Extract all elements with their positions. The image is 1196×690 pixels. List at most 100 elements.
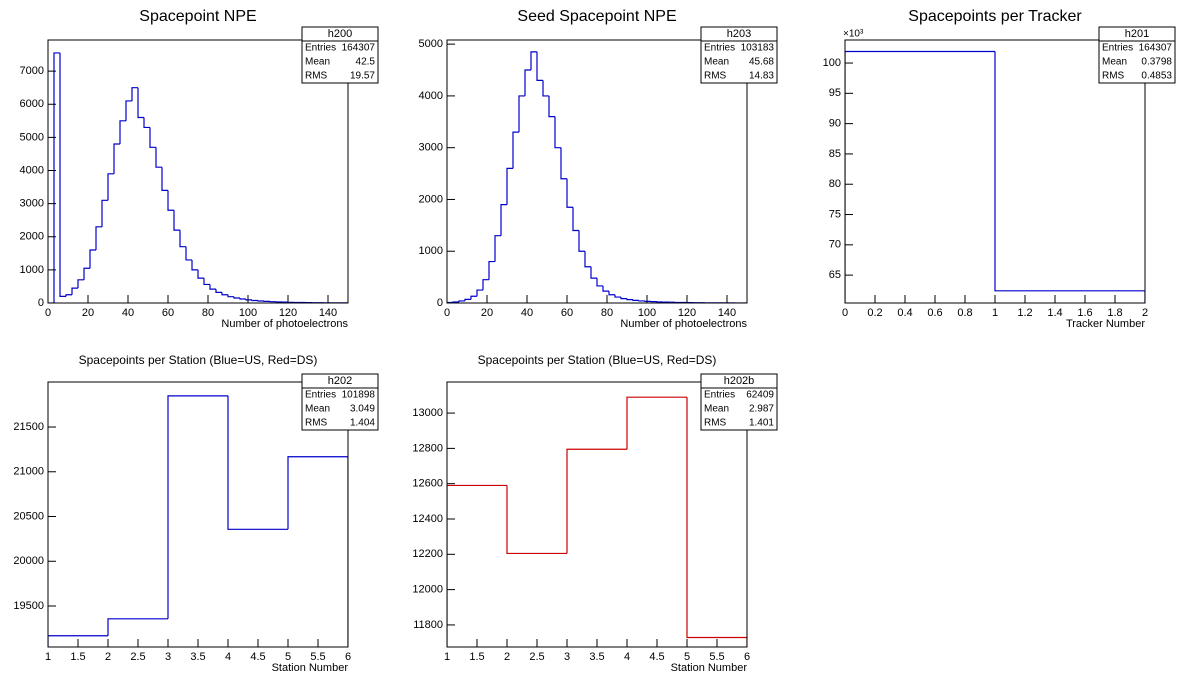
bin: [65, 294, 72, 297]
x-tick-label: 140: [319, 307, 337, 319]
y-tick-label: 12400: [412, 513, 443, 525]
y-tick-label: 20500: [13, 510, 44, 522]
x-tick-label: 1: [444, 651, 450, 663]
y-tick-label: 7000: [20, 65, 44, 77]
bin: [59, 52, 66, 297]
x-tick-label: 6: [345, 651, 351, 663]
bin: [578, 230, 585, 252]
y-tick-label: 4000: [419, 90, 443, 102]
stats-box: [1098, 26, 1176, 84]
x-tick-label: 80: [601, 307, 613, 319]
bin: [191, 259, 198, 271]
bin: [239, 298, 246, 300]
histogram: [447, 396, 747, 647]
x-tick-label: 120: [279, 307, 297, 319]
x-tick-label: 0.2: [867, 307, 882, 319]
bin: [251, 299, 258, 302]
stats-name: h202: [328, 375, 352, 387]
y-tick-label: 12800: [412, 442, 443, 454]
stats-value: 101898: [342, 390, 376, 401]
x-tick-label: 60: [561, 307, 573, 319]
y-tick-label: 80: [829, 178, 841, 190]
x-tick-label: 4.5: [250, 651, 265, 663]
bin: [185, 246, 192, 261]
y-tick-label: 21500: [13, 421, 44, 433]
x-tick-label: 5.5: [709, 651, 724, 663]
y-tick-label: 70: [829, 239, 841, 251]
bin: [620, 297, 627, 300]
x-tick-label: 5: [285, 651, 291, 663]
y-tick-label: 4000: [20, 164, 44, 176]
bin: [233, 296, 240, 299]
y-tick-label: 85: [829, 148, 841, 160]
stats-label: Mean: [704, 404, 729, 415]
bin: [107, 173, 114, 201]
stats-value: 45.68: [749, 57, 774, 68]
stats-value: 14.83: [749, 71, 774, 82]
bin: [447, 484, 507, 647]
x-tick-label: 2.5: [130, 651, 145, 663]
bin: [101, 199, 108, 227]
bin: [245, 299, 252, 301]
bin: [137, 87, 144, 119]
x-tick-label: 3.5: [589, 651, 604, 663]
chart-title: Seed Spacepoint NPE: [517, 8, 676, 25]
x-tick-label: 1.6: [1077, 307, 1092, 319]
y-tick-label: 75: [829, 208, 841, 220]
bin: [686, 397, 747, 647]
stats-box: [301, 26, 379, 84]
stats-label: RMS: [305, 418, 328, 429]
stats-label: RMS: [704, 418, 727, 429]
stats-value: 3.049: [350, 404, 375, 415]
bin: [626, 298, 633, 301]
bin: [470, 295, 477, 300]
bin: [149, 127, 156, 148]
x-tick-label: 120: [678, 307, 696, 319]
bin: [215, 289, 222, 294]
chart-title: Spacepoints per Station (Blue=US, Red=DS…: [79, 353, 318, 367]
x-tick-label: 20: [481, 307, 493, 319]
stats-label: Entries: [704, 43, 735, 54]
bin: [77, 279, 84, 289]
chart-title: Spacepoints per Station (Blue=US, Red=DS…: [478, 353, 717, 367]
bin: [125, 100, 132, 121]
bin: [638, 300, 645, 302]
bin: [83, 267, 90, 280]
bin: [566, 448, 627, 554]
x-tick-label: 4.5: [649, 651, 664, 663]
x-tick-label: 0.4: [897, 307, 912, 319]
stats-value: 164307: [342, 43, 376, 54]
bin: [143, 117, 150, 129]
bin: [209, 284, 216, 290]
stats-box: [700, 373, 778, 431]
x-tick-label: 1: [992, 307, 998, 319]
x-tick-label: 3.5: [190, 651, 205, 663]
y-tick-label: 2000: [419, 193, 443, 205]
y-tick-label: 11800: [413, 619, 443, 631]
bin: [494, 235, 501, 262]
x-tick-label: 40: [521, 307, 533, 319]
bin: [632, 299, 639, 302]
bin: [596, 278, 603, 287]
stats-name: h202b: [724, 375, 755, 387]
bin: [994, 51, 1145, 303]
stats-label: RMS: [1102, 71, 1125, 82]
bin: [488, 260, 495, 280]
histogram: [845, 50, 1145, 303]
stats-value: 0.4853: [1141, 71, 1172, 82]
y-tick-label: 5000: [419, 38, 443, 50]
bin: [590, 266, 597, 279]
y-tick-label: 2000: [20, 231, 44, 243]
y-tick-label: 0: [437, 297, 443, 309]
stats-label: Mean: [305, 404, 330, 415]
x-tick-label: 4: [624, 651, 630, 663]
bin: [53, 52, 60, 303]
x-tick-label: 0.6: [927, 307, 942, 319]
bin: [602, 285, 609, 292]
bin: [530, 51, 537, 71]
x-tick-label: 3: [165, 651, 171, 663]
chart-title: Spacepoint NPE: [139, 8, 256, 25]
stats-label: Entries: [704, 390, 735, 401]
bin: [227, 294, 234, 298]
